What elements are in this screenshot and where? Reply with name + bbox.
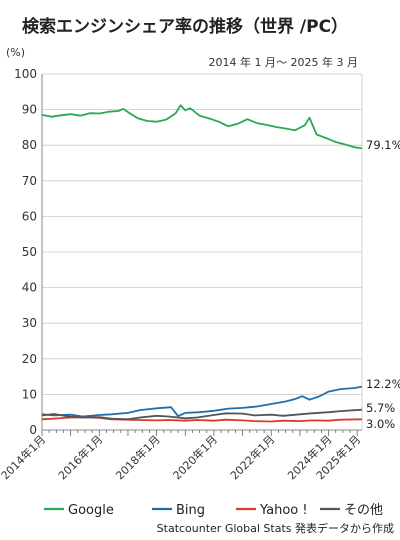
grid-lines	[41, 73, 363, 431]
x-tick-label: 2020年1月	[170, 432, 220, 482]
y-tick-label: 60	[22, 209, 37, 223]
chart-title: 検索エンジンシェア率の推移（世界 /PC）	[22, 16, 348, 37]
y-tick-label: 10	[22, 387, 37, 401]
legend-label-Google: Google	[68, 503, 114, 518]
series-line-Bing	[41, 385, 363, 418]
legend: Google Bing Yahoo ! その他	[44, 503, 383, 518]
end-label-Bing: 12.2%	[366, 377, 400, 391]
legend-label-Yahoo !: Yahoo !	[259, 503, 308, 518]
y-tick-label: 0	[29, 423, 37, 437]
end-value-labels: 79.1% 12.2% 3.0% 5.7%	[366, 138, 400, 431]
x-tick-label: 2018年1月	[113, 432, 163, 482]
x-tick-label: 2016年1月	[55, 432, 105, 482]
x-tick-label: 2014年1月	[0, 432, 48, 482]
source-note: Statcounter Global Stats 発表データから作成	[157, 521, 394, 535]
y-tick-label: 100	[14, 67, 37, 81]
legend-label-その他: その他	[344, 503, 383, 518]
series-line-Google	[41, 104, 363, 150]
end-label-Google: 79.1%	[366, 138, 400, 152]
y-tick-label: 80	[22, 138, 37, 152]
series-line-その他	[41, 408, 363, 421]
legend-label-Bing: Bing	[176, 503, 205, 518]
x-axis: 2014年1月 2016年1月 2018年1月 2020年1月 2022年1月 2024年…	[0, 430, 363, 482]
y-tick-label: 70	[22, 174, 37, 188]
y-tick-label: 20	[22, 352, 37, 366]
y-axis-ticks: 0 10 20 30 40 50 60 70 80 90 100	[14, 67, 37, 437]
end-label-その他: 5.7%	[366, 401, 395, 415]
end-label-Yahoo !: 3.0%	[366, 417, 395, 431]
y-tick-label: 50	[22, 245, 37, 259]
chart-subtitle: 2014 年 1 月〜 2025 年 3 月	[209, 55, 358, 69]
y-tick-label: 30	[22, 316, 37, 330]
y-tick-label: 40	[22, 281, 37, 295]
x-tick-label: 2022年1月	[227, 432, 277, 482]
series-lines	[41, 104, 363, 423]
y-tick-label: 90	[22, 103, 37, 117]
y-axis-label: (%)	[6, 46, 25, 59]
